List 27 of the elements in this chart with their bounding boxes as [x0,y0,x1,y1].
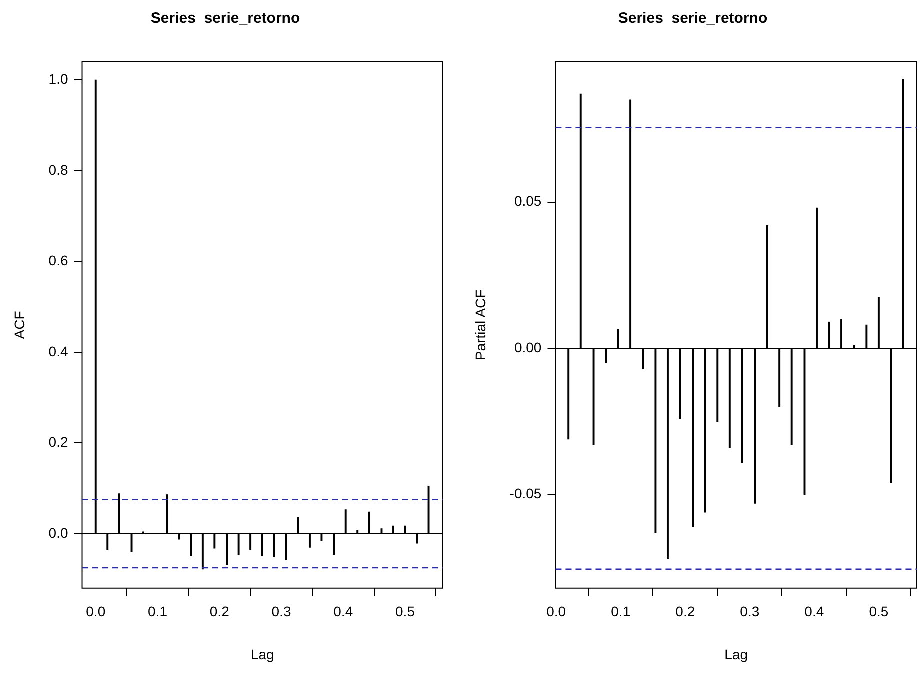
y-tick-label: 0.2 [48,434,68,450]
y-tick-label: 0.8 [48,162,68,178]
x-tick-label: 0.3 [272,604,292,620]
x-tick-label: 0.3 [740,604,760,620]
y-tick-label: 0.0 [48,524,68,541]
y-tick-label: 1.0 [48,71,68,88]
x-tick-label: 0.4 [804,604,824,620]
x-axis-title: Lag [250,646,274,662]
y-tick-label: 0.00 [514,339,542,356]
chart-title: Series serie_retorno [150,10,300,28]
x-tick-label: 0.1 [611,604,631,620]
y-tick-label: 0.05 [514,193,542,210]
x-tick-label: 0.4 [334,604,354,620]
x-tick-label: 0.0 [546,604,566,620]
chart-title: Series serie_retorno [618,10,768,28]
y-tick-label: 0.4 [48,343,68,360]
x-tick-label: 0.2 [676,604,696,620]
x-tick-label: 0.5 [396,604,416,620]
y-tick-label: 0.6 [48,252,68,269]
y-axis-title: Partial ACF [472,290,488,361]
x-tick-label: 0.1 [148,604,168,620]
x-tick-label: 0.0 [86,604,106,620]
y-axis-title: ACF [11,311,28,340]
x-axis-title: Lag [724,646,748,662]
x-tick-label: 0.2 [210,604,230,620]
y-tick-label: -0.05 [510,486,542,502]
x-tick-label: 0.5 [869,604,889,620]
